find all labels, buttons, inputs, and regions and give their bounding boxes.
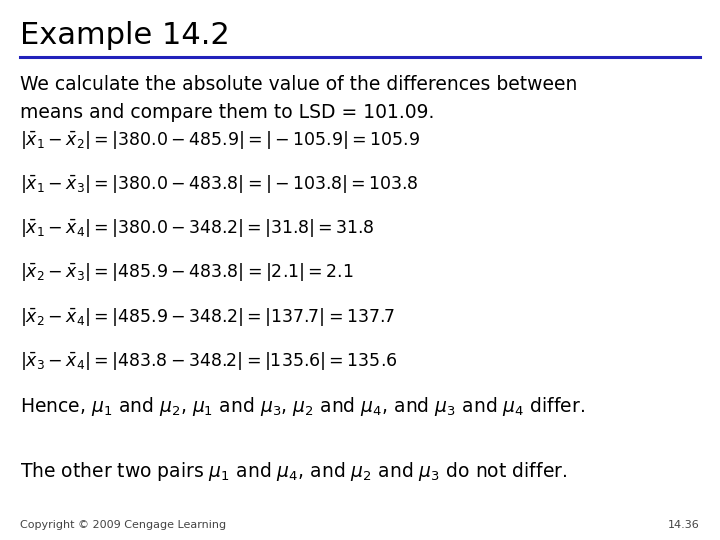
- Text: We calculate the absolute value of the differences between: We calculate the absolute value of the d…: [20, 75, 577, 93]
- Text: The other two pairs $\mu_1$ and $\mu_4$, and $\mu_2$ and $\mu_3$ do not differ.: The other two pairs $\mu_1$ and $\mu_4$,…: [20, 460, 567, 483]
- Text: $|\bar{x}_1 - \bar{x}_2| = |380.0 - 485.9| = |-105.9| = 105.9$: $|\bar{x}_1 - \bar{x}_2| = |380.0 - 485.…: [20, 129, 420, 151]
- Text: Example 14.2: Example 14.2: [20, 21, 230, 50]
- Text: Hence, $\mu_1$ and $\mu_2$, $\mu_1$ and $\mu_3$, $\mu_2$ and $\mu_4$, and $\mu_3: Hence, $\mu_1$ and $\mu_2$, $\mu_1$ and …: [20, 395, 585, 418]
- Text: 14.36: 14.36: [668, 520, 700, 530]
- Text: $|\bar{x}_2 - \bar{x}_4| = |485.9 - 348.2| = |137.7| = 137.7$: $|\bar{x}_2 - \bar{x}_4| = |485.9 - 348.…: [20, 306, 395, 328]
- Text: Copyright © 2009 Cengage Learning: Copyright © 2009 Cengage Learning: [20, 520, 226, 530]
- Text: means and compare them to LSD = 101.09.: means and compare them to LSD = 101.09.: [20, 103, 435, 122]
- Text: $|\bar{x}_1 - \bar{x}_4| = |380.0 - 348.2| = |31.8| = 31.8$: $|\bar{x}_1 - \bar{x}_4| = |380.0 - 348.…: [20, 217, 375, 239]
- Text: $|\bar{x}_1 - \bar{x}_3| = |380.0 - 483.8| = |-103.8| = 103.8$: $|\bar{x}_1 - \bar{x}_3| = |380.0 - 483.…: [20, 173, 419, 195]
- Text: $|\bar{x}_2 - \bar{x}_3| = |485.9 - 483.8| = |2.1| = 2.1$: $|\bar{x}_2 - \bar{x}_3| = |485.9 - 483.…: [20, 261, 354, 284]
- Text: $|\bar{x}_3 - \bar{x}_4| = |483.8 - 348.2| = |135.6| = 135.6$: $|\bar{x}_3 - \bar{x}_4| = |483.8 - 348.…: [20, 350, 397, 372]
